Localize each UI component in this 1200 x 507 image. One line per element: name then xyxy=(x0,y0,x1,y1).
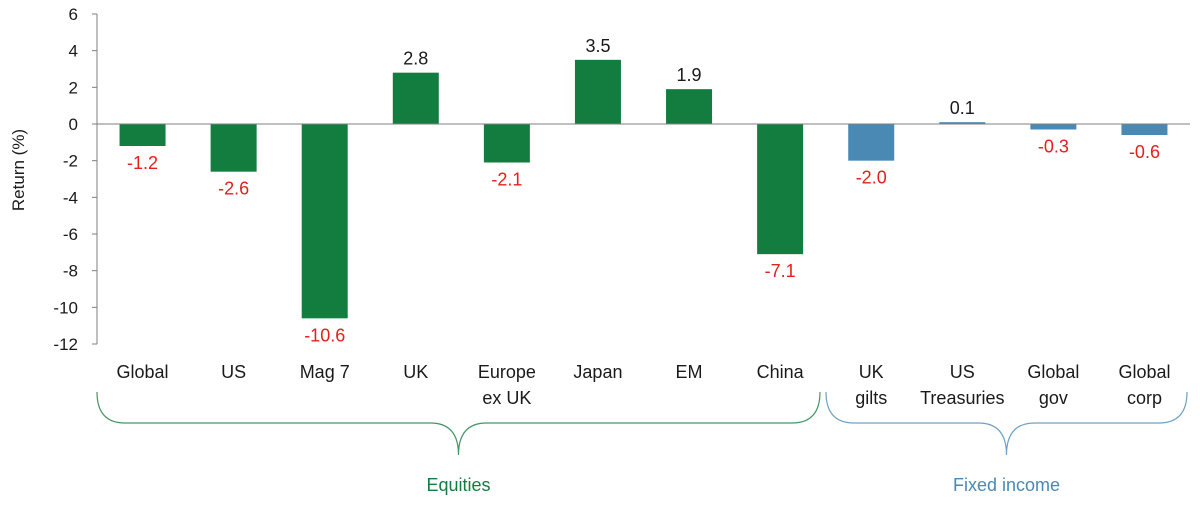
category-label: Global xyxy=(117,362,169,382)
bar xyxy=(848,124,895,161)
group-label: Fixed income xyxy=(953,475,1060,495)
y-axis-label: Return (%) xyxy=(9,129,28,211)
bar xyxy=(301,124,348,319)
group-brace xyxy=(96,391,821,456)
category-label: Europe xyxy=(478,362,536,382)
category-label: Japan xyxy=(573,362,622,382)
bar xyxy=(757,124,804,255)
value-label: -2.1 xyxy=(491,170,522,190)
bar xyxy=(119,124,166,146)
y-tick-label: 4 xyxy=(69,42,78,61)
bar xyxy=(392,72,439,124)
bars: -1.2 -2.6 -10.6 2.8 -2.1 3.5 1.9 -7.1 -2.0 0.1 -0.… xyxy=(119,36,1168,345)
bar xyxy=(939,122,986,124)
category-label: US xyxy=(221,362,246,382)
value-label: -0.6 xyxy=(1129,142,1160,162)
bar xyxy=(666,89,713,124)
y-tick-label: -10 xyxy=(53,298,78,317)
group-label: Equities xyxy=(426,475,490,495)
y-tick-label: 2 xyxy=(69,78,78,97)
y-tick-label: -4 xyxy=(63,188,78,207)
group-braces: Equities Fixed income xyxy=(96,391,1188,495)
bar xyxy=(1121,124,1168,135)
bar xyxy=(1030,124,1077,130)
bar xyxy=(574,59,621,125)
value-label: 1.9 xyxy=(677,65,702,85)
category-label: corp xyxy=(1127,388,1162,408)
value-label: -7.1 xyxy=(765,261,796,281)
bar xyxy=(483,124,530,163)
category-label: Global xyxy=(1027,362,1079,382)
category-label: EM xyxy=(676,362,703,382)
category-label: Global xyxy=(1118,362,1170,382)
category-label: UK xyxy=(859,362,884,382)
value-label: -2.0 xyxy=(856,168,887,188)
value-label: 0.1 xyxy=(950,98,975,118)
value-label: -2.6 xyxy=(218,179,249,199)
category-label: US xyxy=(950,362,975,382)
value-label: -10.6 xyxy=(304,325,345,345)
category-label: gov xyxy=(1039,388,1068,408)
category-labels: Global US Mag 7 UK Europe ex UK Japan EM China UK… xyxy=(117,362,1171,408)
value-label: -1.2 xyxy=(127,153,158,173)
value-label: -0.3 xyxy=(1038,137,1069,157)
y-tick-label: -6 xyxy=(63,225,78,244)
category-label: Mag 7 xyxy=(300,362,350,382)
value-label: 2.8 xyxy=(403,49,428,69)
bar xyxy=(210,124,257,172)
category-label: Treasuries xyxy=(920,388,1004,408)
y-tick-label: 6 xyxy=(69,5,78,24)
category-label: UK xyxy=(403,362,428,382)
category-label: ex UK xyxy=(482,388,531,408)
y-axis: 6 4 2 0 -2 -4 -6 -8 -10 -12 xyxy=(53,5,98,354)
category-label: gilts xyxy=(855,388,887,408)
category-label: China xyxy=(757,362,805,382)
value-label: 3.5 xyxy=(585,36,610,56)
y-tick-label: -2 xyxy=(63,152,78,171)
y-tick-label: 0 xyxy=(69,115,78,134)
group-brace xyxy=(825,391,1188,456)
y-tick-label: -12 xyxy=(53,335,78,354)
y-tick-label: -8 xyxy=(63,262,78,281)
